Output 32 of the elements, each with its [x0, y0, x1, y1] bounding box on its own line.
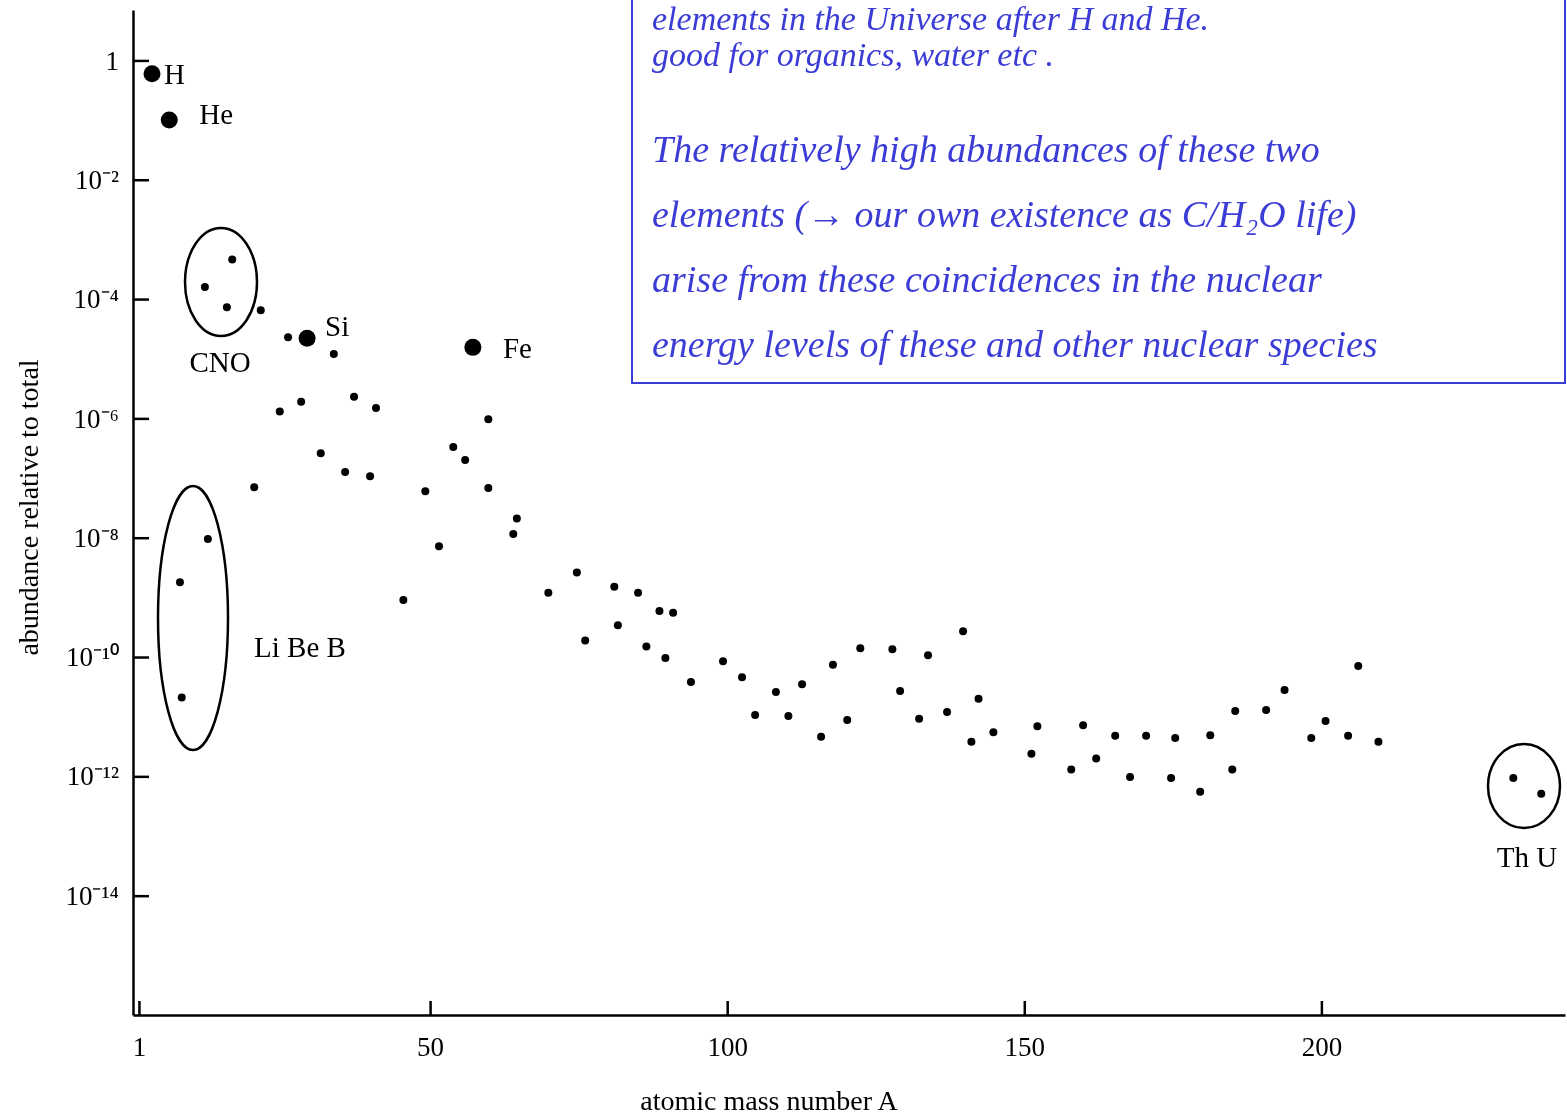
annotation: CNO	[189, 346, 251, 379]
annotation: elements in the Universe after H and He.	[652, 0, 1210, 37]
annotation: H	[164, 57, 186, 90]
annotation: good for organics, water etc .	[652, 36, 1054, 73]
annotation: elements (→ our own existence as C/H₂O life)	[652, 193, 1357, 236]
y-tick-label: 10⁻⁴	[73, 284, 119, 315]
point	[464, 338, 482, 356]
annotation: energy levels of these and other nuclear species	[652, 323, 1378, 365]
x-tick-label: 1	[132, 1032, 147, 1063]
y-tick-label: 1	[105, 45, 119, 76]
y-tick-label: 10⁻⁶	[73, 403, 119, 434]
x-tick-label: 200	[1301, 1032, 1343, 1063]
annotation: arise from these coincidences in the nuclear	[652, 258, 1322, 300]
annotation: The relatively high abundances of these two	[652, 128, 1320, 170]
y-tick-label: 10⁻¹⁰	[65, 642, 119, 673]
annotation: Li Be B	[254, 631, 346, 664]
x-tick-label: 50	[417, 1032, 445, 1063]
point	[298, 329, 316, 347]
annotation: Fe	[502, 331, 532, 364]
annotation: Th U	[1496, 841, 1558, 874]
point	[143, 65, 161, 83]
y-tick-label: 10⁻⁸	[73, 522, 119, 553]
annotation: He	[199, 98, 234, 131]
y-tick-label: 10⁻²	[74, 164, 119, 195]
annotation: Si	[325, 310, 350, 343]
y-tick-label: 10⁻¹⁴	[65, 880, 119, 911]
x-axis-title: atomic mass number A	[640, 1085, 899, 1116]
y-axis-title: abundance relative to total	[13, 359, 44, 656]
x-tick-label: 100	[707, 1032, 748, 1063]
y-tick-label: 10⁻¹²	[66, 761, 119, 792]
point	[160, 111, 178, 129]
x-tick-label: 150	[1004, 1032, 1046, 1063]
